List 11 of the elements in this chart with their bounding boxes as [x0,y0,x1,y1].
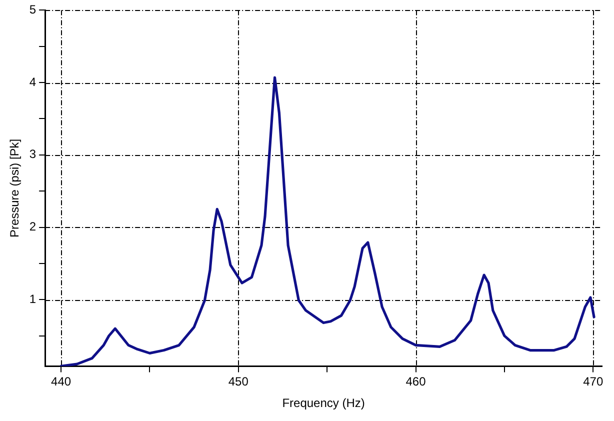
x-axis-title: Frequency (Hz) [282,396,365,410]
y-axis-title: Pressure (psi) [Pk] [8,138,22,238]
x-tick-label: 470 [583,374,604,389]
x-tick-label: 450 [228,374,249,389]
y-tick-label: 5 [29,2,36,17]
y-tick-label: 2 [29,220,36,234]
x-tick-label: 460 [406,374,426,389]
y-tick-label: 1 [29,292,36,306]
y-tick-label: 3 [29,147,36,162]
x-tick-label: 440 [51,374,72,389]
y-tick-label: 4 [29,74,36,89]
